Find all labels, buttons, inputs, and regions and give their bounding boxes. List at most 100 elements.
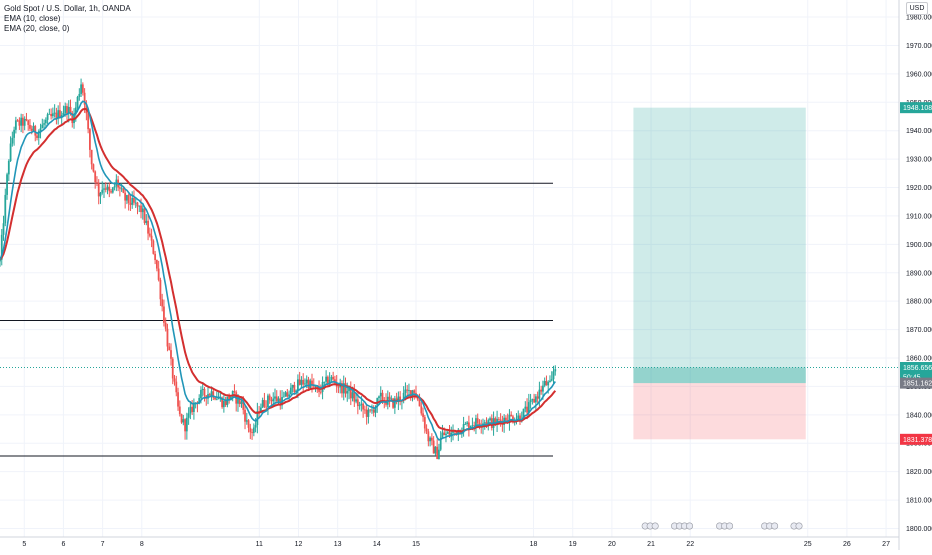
- candle-body: [108, 186, 111, 192]
- candle-body: [475, 418, 477, 426]
- economic-event-flag-icon[interactable]: [771, 522, 779, 530]
- candle-body: [237, 397, 239, 404]
- y-tick-label: 1820.000: [906, 469, 932, 476]
- x-tick-label: 26: [843, 541, 851, 548]
- candle-body: [457, 429, 460, 435]
- candle-body: [476, 418, 479, 423]
- candle-body: [157, 268, 160, 280]
- y-tick-label: 1800.000: [906, 526, 932, 533]
- candle-body: [126, 195, 128, 201]
- candle-body: [136, 202, 139, 207]
- candle-body: [140, 205, 142, 213]
- position-stop-zone[interactable]: [633, 383, 806, 440]
- ema-10-line[interactable]: [0, 100, 556, 441]
- candle-body: [16, 120, 19, 122]
- candle-body: [365, 409, 368, 417]
- candle-body: [362, 403, 365, 410]
- candle-body: [356, 399, 359, 407]
- candle-body: [233, 391, 236, 393]
- position-target-zone[interactable]: [633, 107, 806, 384]
- candle-body: [57, 110, 60, 119]
- candle-body: [9, 143, 12, 162]
- candle-body: [185, 417, 188, 432]
- candle-body: [316, 386, 319, 389]
- ema-10-legend[interactable]: EMA (10, close): [4, 14, 61, 23]
- candle-body: [238, 397, 241, 405]
- candle-body: [212, 391, 215, 398]
- candle-body: [2, 223, 5, 235]
- candle-body: [89, 129, 91, 150]
- candle-body: [101, 189, 104, 193]
- economic-event-flag-icon[interactable]: [686, 522, 694, 530]
- candle-body: [293, 384, 296, 393]
- candle-body: [104, 188, 107, 190]
- candle-body: [355, 399, 357, 402]
- ema-20-line[interactable]: [0, 107, 557, 433]
- y-tick-label: 1930.000: [906, 157, 932, 164]
- candle-body: [536, 396, 539, 399]
- candle-body: [311, 380, 313, 386]
- y-tick-label: 1960.000: [906, 71, 932, 78]
- candle-body: [508, 414, 511, 423]
- candle-body: [48, 113, 51, 115]
- candle-body: [30, 128, 33, 131]
- candle-body: [369, 409, 372, 411]
- candle-body: [53, 112, 56, 114]
- ema-20-legend[interactable]: EMA (20, close, 0): [4, 24, 70, 33]
- candle-body: [14, 120, 17, 130]
- candle-body: [240, 401, 243, 405]
- candle-body: [268, 395, 271, 401]
- economic-event-flag-icon[interactable]: [651, 522, 659, 530]
- candle-body: [545, 380, 548, 386]
- candle-body: [464, 423, 467, 425]
- candle-body: [46, 114, 49, 120]
- candle-body: [111, 187, 114, 193]
- candle-body: [462, 424, 465, 433]
- candle-body: [113, 186, 116, 188]
- candle-body: [450, 432, 453, 437]
- candle-body: [517, 415, 520, 420]
- candle-body: [145, 220, 148, 223]
- candle-body: [127, 195, 130, 203]
- economic-event-flag-icon[interactable]: [795, 522, 803, 530]
- candle-body: [175, 381, 178, 393]
- candle-body: [540, 389, 543, 392]
- candle-body: [25, 118, 28, 121]
- candle-body: [261, 400, 264, 408]
- candle-body: [203, 388, 206, 396]
- candle-body: [289, 387, 292, 395]
- candle-body: [374, 406, 377, 413]
- candle-body: [131, 197, 134, 205]
- candle-body: [32, 126, 35, 131]
- candle-body: [418, 399, 421, 407]
- position-profit-zone[interactable]: [633, 367, 806, 384]
- candle-body: [326, 376, 329, 385]
- candle-body: [228, 396, 231, 401]
- candle-body: [360, 403, 363, 406]
- candle-body: [159, 279, 162, 300]
- candle-body: [319, 391, 322, 393]
- entry-price-label: 1851.162: [903, 381, 932, 388]
- candle-body: [519, 415, 521, 421]
- candle-body: [348, 387, 350, 392]
- candle-body: [249, 427, 252, 433]
- candle-body: [277, 398, 280, 402]
- currency-button[interactable]: USD: [906, 2, 928, 15]
- candle-body: [487, 420, 490, 425]
- economic-event-flag-icon[interactable]: [726, 522, 734, 530]
- candle-body: [191, 406, 194, 412]
- candle-body: [166, 328, 169, 347]
- x-tick-label: 5: [22, 541, 26, 548]
- candle-body: [325, 376, 328, 382]
- candle-body: [300, 379, 303, 385]
- candle-body: [69, 106, 72, 113]
- candle-body: [402, 392, 405, 400]
- candle-body: [29, 124, 31, 129]
- candle-body: [143, 208, 146, 223]
- candle-body: [251, 432, 253, 434]
- candle-body: [97, 183, 100, 197]
- candle-body: [436, 446, 439, 460]
- candle-body: [161, 299, 164, 307]
